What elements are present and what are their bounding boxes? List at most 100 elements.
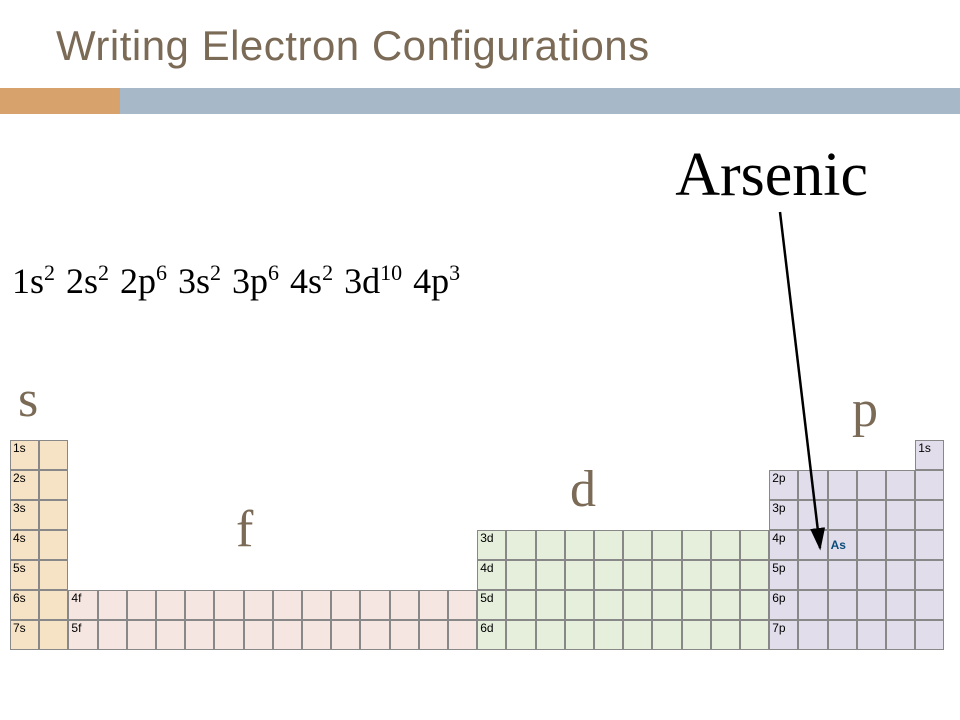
f-block-cell (448, 620, 477, 650)
d-block-cell: 6d (477, 620, 506, 650)
p-block-cell (857, 530, 886, 560)
p-block-cell (798, 620, 827, 650)
config-term: 3p6 (232, 260, 279, 302)
d-block-cell (565, 560, 594, 590)
f-block-cell (244, 590, 273, 620)
p-block-cell (915, 620, 944, 650)
p-block-cell (857, 500, 886, 530)
p-block-cell: 6p (769, 590, 798, 620)
bar-accent-right (120, 88, 960, 114)
f-block-cell (244, 620, 273, 650)
p-block-cell (798, 590, 827, 620)
d-block-cell (565, 530, 594, 560)
f-block-label: f (236, 500, 253, 559)
d-block-cell (536, 620, 565, 650)
p-block-cell (886, 500, 915, 530)
p-block-cell (828, 470, 857, 500)
s-block-label: s (18, 370, 38, 429)
p-block-cell (857, 620, 886, 650)
f-block-cell: 4f (68, 590, 97, 620)
d-block-cell (711, 590, 740, 620)
f-block-cell (419, 590, 448, 620)
f-block-cell (273, 620, 302, 650)
f-block-cell (127, 590, 156, 620)
d-block-cell (565, 620, 594, 650)
d-block-cell (740, 560, 769, 590)
d-block-cell (711, 530, 740, 560)
s-block-cell: 7s (10, 620, 39, 650)
d-block-cell (682, 530, 711, 560)
s-block-cell: 5s (10, 560, 39, 590)
bar-accent-left (0, 88, 120, 114)
p-block-label: p (852, 380, 878, 439)
f-block-cell (185, 590, 214, 620)
p-block-cell (828, 590, 857, 620)
f-block-cell (390, 590, 419, 620)
p-block-cell (886, 560, 915, 590)
config-term: 4s2 (290, 260, 333, 302)
f-block-cell: 5f (68, 620, 97, 650)
d-block-cell (506, 620, 535, 650)
d-block-cell (623, 590, 652, 620)
d-block-cell (652, 620, 681, 650)
d-block-cell (682, 560, 711, 590)
s-block-cell (39, 470, 68, 500)
f-block-cell (214, 590, 243, 620)
p-block-cell: 7p (769, 620, 798, 650)
d-block-cell (740, 620, 769, 650)
p-block-cell: 4p (769, 530, 798, 560)
d-block-cell (623, 530, 652, 560)
d-block-cell (652, 530, 681, 560)
f-block-cell (331, 590, 360, 620)
p-block-cell (915, 530, 944, 560)
f-block-cell (98, 620, 127, 650)
s-block-cell: 4s (10, 530, 39, 560)
s-block-cell (39, 560, 68, 590)
s-block-cell (39, 440, 68, 470)
config-term: 3d10 (344, 260, 402, 302)
s-block-cell (39, 530, 68, 560)
p-block-cell: 5p (769, 560, 798, 590)
d-block-cell (682, 590, 711, 620)
f-block-cell (156, 590, 185, 620)
s-block-cell (39, 500, 68, 530)
d-block-cell (594, 590, 623, 620)
f-block-cell (448, 590, 477, 620)
d-block-label: d (570, 460, 596, 519)
slide-title: Writing Electron Configurations (56, 22, 650, 70)
d-block-cell (711, 620, 740, 650)
s-block-cell: 1s (10, 440, 39, 470)
p-block-cell (915, 500, 944, 530)
d-block-cell: 5d (477, 590, 506, 620)
p-block-cell (798, 530, 827, 560)
config-term: 3s2 (178, 260, 221, 302)
d-block-cell: 4d (477, 560, 506, 590)
config-term: 4p3 (413, 260, 460, 302)
f-block-cell (98, 590, 127, 620)
f-block-cell (331, 620, 360, 650)
p-block-cell: 2p (769, 470, 798, 500)
d-block-cell (711, 560, 740, 590)
d-block-cell (594, 620, 623, 650)
f-block-cell (360, 590, 389, 620)
p-block-cell (828, 500, 857, 530)
d-block-cell (623, 620, 652, 650)
electron-config: 1s2 2s2 2p6 3s2 3p6 4s2 3d10 4p3 (12, 260, 462, 302)
f-block-cell (185, 620, 214, 650)
d-block-cell (506, 560, 535, 590)
f-block-cell (302, 590, 331, 620)
d-block-cell (594, 530, 623, 560)
s-block-cell (39, 620, 68, 650)
f-block-cell (390, 620, 419, 650)
p-block-cell (915, 590, 944, 620)
f-block-cell (127, 620, 156, 650)
d-block-cell (536, 560, 565, 590)
p-block-cell (798, 500, 827, 530)
d-block-cell (652, 590, 681, 620)
config-term: 1s2 (12, 260, 55, 302)
p-block-cell (886, 530, 915, 560)
f-block-cell (302, 620, 331, 650)
p-block-cell (857, 590, 886, 620)
d-block-cell (536, 590, 565, 620)
p-block-cell (915, 560, 944, 590)
